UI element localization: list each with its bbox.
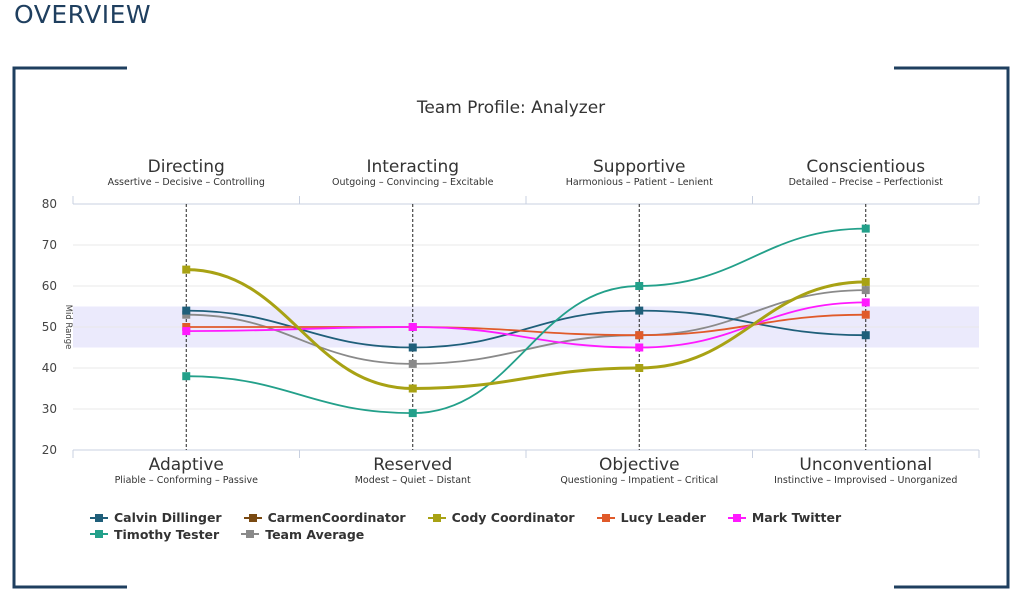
data-point-marker xyxy=(635,364,644,372)
legend-swatch xyxy=(427,512,446,524)
top-category-label: Directing xyxy=(148,157,225,177)
page-heading: OVERVIEW xyxy=(14,0,152,29)
legend-label: Calvin Dillinger xyxy=(114,510,222,525)
legend-swatch xyxy=(596,512,615,524)
data-point-marker xyxy=(182,265,191,274)
bottom-category-label: Adaptive xyxy=(149,455,224,475)
data-point-marker xyxy=(182,372,191,381)
legend-swatch xyxy=(727,512,746,524)
legend-label: Cody Coordinator xyxy=(451,510,575,525)
data-point-marker xyxy=(635,343,644,352)
top-category-label: Conscientious xyxy=(806,157,925,177)
top-category-desc: Harmonious – Patient – Lenient xyxy=(566,177,713,188)
data-point-marker xyxy=(182,323,191,331)
bottom-category-desc: Pliable – Conforming – Passive xyxy=(115,475,259,486)
data-point-marker xyxy=(408,343,417,352)
top-category-label: Interacting xyxy=(366,157,459,177)
legend-label: Timothy Tester xyxy=(114,526,220,542)
top-category-desc: Assertive – Decisive – Controlling xyxy=(108,177,265,188)
legend-item[interactable]: Timothy Tester xyxy=(90,527,219,542)
legend-swatch xyxy=(90,512,108,524)
series-line xyxy=(186,268,866,391)
bottom-category-label: Reserved xyxy=(373,455,452,475)
top-category-desc: Outgoing – Convincing – Excitable xyxy=(332,177,494,188)
legend-label: Team Average xyxy=(265,526,365,542)
legend-item[interactable]: Team Average xyxy=(241,527,364,542)
legend-label: Lucy Leader xyxy=(620,510,706,525)
y-tick-label: 80 xyxy=(42,197,57,211)
data-point-marker xyxy=(635,282,644,290)
bottom-category-desc: Modest – Quiet – Distant xyxy=(355,475,471,486)
legend-label: CarmenCoordinator xyxy=(267,510,406,525)
data-point-marker xyxy=(861,310,870,319)
legend-swatch xyxy=(243,512,262,524)
data-point-marker xyxy=(182,327,191,336)
y-tick-label: 30 xyxy=(42,402,57,416)
legend-item[interactable]: Mark Twitter xyxy=(727,510,842,525)
bottom-category-desc: Instinctive – Improvised – Unorganized xyxy=(774,475,957,486)
legend-swatch xyxy=(241,528,260,540)
bottom-category-label: Unconventional xyxy=(799,455,932,475)
chart-legend: Calvin Dillinger CarmenCoordinator Cody Co… xyxy=(90,510,970,543)
legend-swatch xyxy=(90,528,108,540)
y-tick-label: 70 xyxy=(42,238,57,252)
legend-label: Mark Twitter xyxy=(751,510,842,525)
top-category-label: Supportive xyxy=(593,157,685,177)
y-tick-label: 60 xyxy=(42,279,57,293)
data-point-marker xyxy=(408,409,417,418)
y-tick-label: 40 xyxy=(42,361,57,375)
data-point-marker xyxy=(408,359,417,368)
legend-item[interactable]: Lucy Leader xyxy=(596,510,706,525)
top-category-desc: Detailed – Precise – Perfectionist xyxy=(789,177,944,188)
series-line xyxy=(186,227,866,415)
data-point-marker xyxy=(182,310,191,319)
data-point-marker xyxy=(861,298,870,307)
legend-item[interactable]: CarmenCoordinator xyxy=(243,510,406,525)
series-line xyxy=(186,289,866,365)
legend-item[interactable]: Calvin Dillinger xyxy=(90,510,222,525)
bottom-category-label: Objective xyxy=(599,455,680,475)
data-point-marker xyxy=(861,286,870,295)
mid-range-label: Mid Range xyxy=(63,305,73,350)
y-tick-label: 50 xyxy=(42,320,57,334)
bottom-category-desc: Questioning – Impatient – Critical xyxy=(560,475,718,486)
data-point-marker xyxy=(408,384,417,393)
data-point-marker xyxy=(635,331,644,340)
chart-title: Team Profile: Analyzer xyxy=(416,98,605,118)
y-tick-label: 20 xyxy=(42,443,57,457)
data-point-marker xyxy=(861,277,870,286)
legend-item[interactable]: Cody Coordinator xyxy=(427,510,575,525)
data-point-marker xyxy=(635,306,644,315)
data-point-marker xyxy=(861,224,870,233)
data-point-marker xyxy=(408,323,417,331)
data-point-marker xyxy=(182,306,191,315)
data-point-marker xyxy=(861,331,870,340)
